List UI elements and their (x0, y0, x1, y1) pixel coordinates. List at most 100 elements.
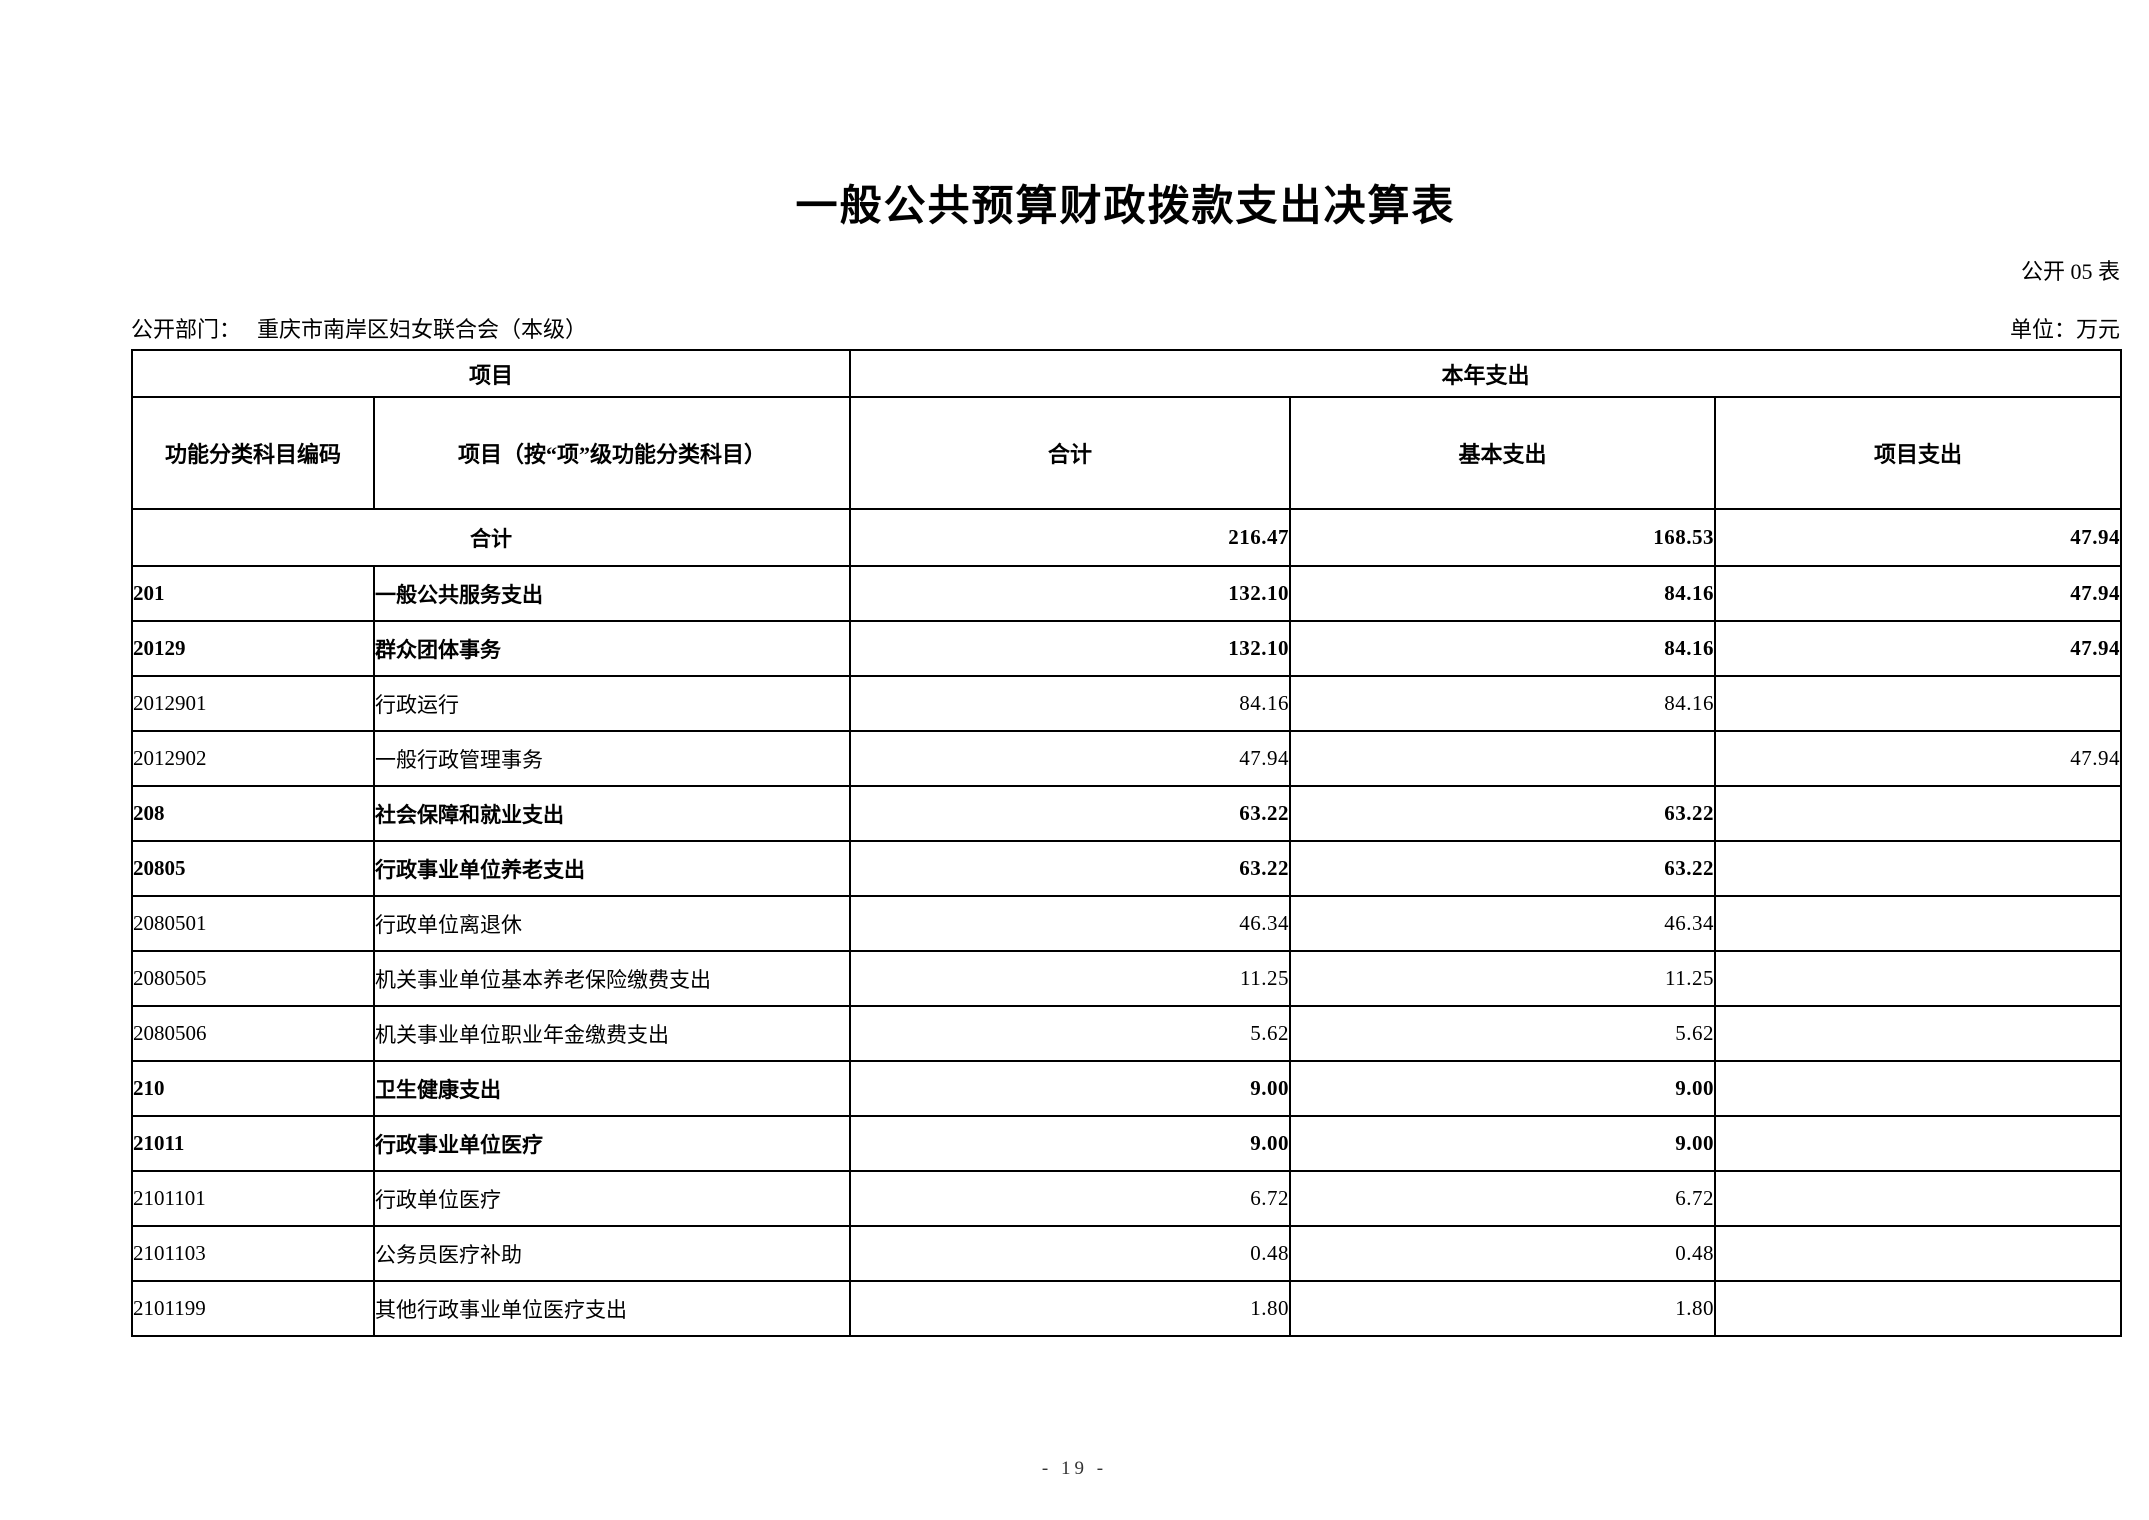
cell-project (1714, 1225, 2123, 1282)
cell-name: 机关事业单位基本养老保险缴费支出 (372, 950, 852, 1007)
cell-total: 132.10 (849, 620, 1292, 677)
header-code: 功能分类科目编码 (131, 396, 375, 510)
cell-project (1714, 785, 2123, 842)
cell-basic: 63.22 (1289, 840, 1717, 897)
cell-name: 行政单位医疗 (372, 1170, 852, 1227)
table-row: 20129 群众团体事务 132.10 84.16 47.94 (131, 620, 2123, 677)
cell-project: 47.94 (1714, 730, 2123, 787)
table-code-label: 公开 05 表 (2020, 259, 2120, 284)
cell-total: 1.80 (849, 1280, 1292, 1337)
cell-basic: 9.00 (1289, 1060, 1717, 1117)
table-row: 2012901 行政运行 84.16 84.16 (131, 675, 2123, 732)
cell-project (1714, 675, 2123, 732)
header-total: 合计 (849, 396, 1292, 510)
table-row: 21011 行政事业单位医疗 9.00 9.00 (131, 1115, 2123, 1172)
table-row: 2080501 行政单位离退休 46.34 46.34 (131, 895, 2123, 952)
cell-code: 2101101 (131, 1170, 375, 1227)
header-project: 项目支出 (1714, 396, 2123, 510)
table-row-total: 合计 216.47 168.53 47.94 (130, 508, 2123, 567)
header-basic: 基本支出 (1289, 396, 1717, 510)
cell-code: 208 (131, 785, 375, 842)
cell-name: 公务员医疗补助 (372, 1225, 852, 1282)
cell-total: 216.47 (849, 508, 1292, 567)
cell-name: 行政单位离退休 (372, 895, 852, 952)
cell-basic: 63.22 (1289, 785, 1717, 842)
table-row: 2080505 机关事业单位基本养老保险缴费支出 11.25 11.25 (131, 950, 2123, 1007)
cell-total: 6.72 (849, 1170, 1292, 1227)
meta-line: 公开部门： 重庆市南岸区妇女联合会（本级） 单位：万元 (131, 312, 2120, 344)
cell-project: 47.94 (1714, 620, 2123, 677)
cell-total: 11.25 (849, 950, 1292, 1007)
header-group-row: 项目 本年支出 (130, 349, 2123, 398)
cell-code: 2012902 (131, 730, 375, 787)
cell-basic: 84.16 (1289, 620, 1717, 677)
department-value: 重庆市南岸区妇女联合会（本级） (257, 317, 588, 342)
cell-project (1714, 895, 2123, 952)
cell-total: 9.00 (849, 1115, 1292, 1172)
cell-project (1714, 1005, 2123, 1062)
cell-basic: 168.53 (1289, 508, 1717, 567)
cell-code: 21011 (131, 1115, 375, 1172)
table-row: 2101199 其他行政事业单位医疗支出 1.80 1.80 (131, 1280, 2123, 1337)
header-project-group: 项目 (130, 349, 852, 398)
cell-total: 0.48 (849, 1225, 1292, 1282)
cell-basic: 9.00 (1289, 1115, 1717, 1172)
table-row: 20805 行政事业单位养老支出 63.22 63.22 (131, 840, 2123, 897)
cell-project (1714, 950, 2123, 1007)
cell-basic: 84.16 (1289, 675, 1717, 732)
expenditure-table: 项目 本年支出 功能分类科目编码 项目（按“项”级功能分类科目） 合计 基本支出… (130, 349, 2123, 1337)
table-row: 210 卫生健康支出 9.00 9.00 (131, 1060, 2123, 1117)
cell-total: 63.22 (849, 840, 1292, 897)
cell-total: 9.00 (849, 1060, 1292, 1117)
cell-project: 47.94 (1714, 508, 2123, 567)
cell-name: 行政运行 (372, 675, 852, 732)
cell-code: 2101199 (131, 1280, 375, 1337)
cell-code: 20805 (131, 840, 375, 897)
cell-code: 2080506 (131, 1005, 375, 1062)
cell-name: 行政事业单位养老支出 (372, 840, 852, 897)
cell-total: 132.10 (849, 565, 1292, 622)
department-label: 公开部门： (131, 317, 242, 342)
cell-project (1714, 1115, 2123, 1172)
cell-basic: 1.80 (1289, 1280, 1717, 1337)
cell-code: 20129 (131, 620, 375, 677)
cell-project (1714, 1170, 2123, 1227)
cell-code: 201 (131, 565, 375, 622)
cell-basic: 0.48 (1289, 1225, 1717, 1282)
table-row: 2101103 公务员医疗补助 0.48 0.48 (131, 1225, 2123, 1282)
header-current-year-group: 本年支出 (849, 349, 2123, 398)
cell-code: 2080505 (131, 950, 375, 1007)
header-columns-row: 功能分类科目编码 项目（按“项”级功能分类科目） 合计 基本支出 项目支出 (131, 396, 2123, 510)
cell-name: 合计 (130, 508, 852, 567)
table-row: 2101101 行政单位医疗 6.72 6.72 (131, 1170, 2123, 1227)
cell-name: 卫生健康支出 (372, 1060, 852, 1117)
cell-name: 社会保障和就业支出 (372, 785, 852, 842)
cell-total: 84.16 (849, 675, 1292, 732)
header-item: 项目（按“项”级功能分类科目） (372, 396, 852, 510)
cell-basic: 11.25 (1289, 950, 1717, 1007)
page-title: 一般公共预算财政拨款支出决算表 (795, 184, 1456, 230)
cell-total: 47.94 (849, 730, 1292, 787)
cell-basic: 84.16 (1289, 565, 1717, 622)
cell-project (1714, 1060, 2123, 1117)
cell-name: 行政事业单位医疗 (372, 1115, 852, 1172)
cell-code: 210 (131, 1060, 375, 1117)
cell-basic (1289, 730, 1717, 787)
cell-basic: 5.62 (1289, 1005, 1717, 1062)
cell-code: 2012901 (131, 675, 375, 732)
cell-basic: 46.34 (1289, 895, 1717, 952)
cell-project: 47.94 (1714, 565, 2123, 622)
cell-total: 46.34 (849, 895, 1292, 952)
table-row: 208 社会保障和就业支出 63.22 63.22 (131, 785, 2123, 842)
cell-total: 5.62 (849, 1005, 1292, 1062)
table-row: 201 一般公共服务支出 132.10 84.16 47.94 (131, 565, 2123, 622)
unit-label: 单位：万元 (2009, 317, 2120, 342)
cell-name: 机关事业单位职业年金缴费支出 (372, 1005, 852, 1062)
table-row: 2080506 机关事业单位职业年金缴费支出 5.62 5.62 (131, 1005, 2123, 1062)
cell-name: 一般行政管理事务 (372, 730, 852, 787)
cell-project (1714, 1280, 2123, 1337)
cell-name: 群众团体事务 (372, 620, 852, 677)
page-number: - 19 - (1041, 1458, 1108, 1479)
cell-name: 一般公共服务支出 (372, 565, 852, 622)
